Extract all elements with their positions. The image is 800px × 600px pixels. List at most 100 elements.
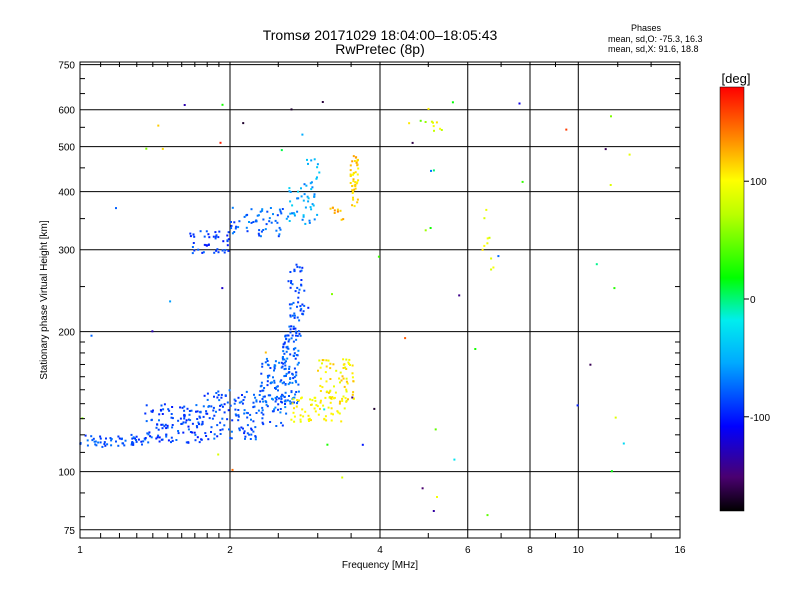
data-point <box>205 435 208 437</box>
data-point <box>237 409 240 411</box>
data-point <box>252 406 255 409</box>
data-point <box>165 433 168 436</box>
data-point <box>288 325 291 328</box>
data-point <box>288 303 291 306</box>
data-point <box>294 290 297 293</box>
data-point <box>350 174 352 177</box>
data-point <box>123 444 126 447</box>
data-point <box>184 421 187 424</box>
data-point <box>336 210 339 213</box>
data-point <box>304 410 307 413</box>
data-point <box>216 248 219 251</box>
data-point <box>194 439 197 442</box>
data-point <box>144 437 147 439</box>
data-point <box>302 199 305 202</box>
data-point <box>285 412 288 415</box>
data-point <box>207 233 210 236</box>
data-point <box>245 411 248 414</box>
data-point <box>130 443 133 446</box>
data-point <box>271 381 273 384</box>
data-point <box>293 212 296 215</box>
data-point <box>219 429 222 432</box>
data-point <box>349 182 352 184</box>
data-point <box>252 420 255 423</box>
data-point <box>161 413 164 415</box>
data-point <box>255 412 258 414</box>
data-point <box>313 193 316 196</box>
data-point <box>266 405 269 408</box>
data-point <box>189 232 192 235</box>
y-tick-label: 100 <box>58 468 75 479</box>
data-point <box>276 221 279 224</box>
data-point <box>261 365 264 368</box>
colorbar-ticks: 100 0 -100 <box>744 177 770 424</box>
data-point <box>233 402 236 405</box>
data-point <box>250 208 253 211</box>
data-point <box>289 328 292 331</box>
data-point <box>302 310 305 313</box>
data-point <box>306 158 308 161</box>
data-point <box>289 307 292 310</box>
data-point <box>286 357 289 360</box>
data-point <box>287 347 290 350</box>
data-point <box>298 266 301 269</box>
data-point <box>264 361 267 364</box>
data-point <box>203 235 206 238</box>
data-point <box>286 345 289 348</box>
data-point <box>194 433 197 436</box>
data-point <box>132 436 135 439</box>
data-point <box>297 197 300 200</box>
data-point <box>352 198 355 201</box>
data-point <box>316 166 319 169</box>
data-point <box>156 436 159 439</box>
data-point <box>334 391 337 394</box>
data-point <box>213 437 216 440</box>
data-point <box>86 444 89 447</box>
data-point <box>263 395 266 398</box>
data-point <box>340 379 343 382</box>
data-point <box>238 220 241 223</box>
data-point <box>259 400 262 403</box>
data-point <box>262 400 265 403</box>
data-point <box>325 380 328 383</box>
data-point <box>198 441 201 444</box>
data-point <box>230 430 233 433</box>
data-point <box>297 190 300 193</box>
data-point <box>234 227 237 230</box>
data-point <box>200 438 203 441</box>
data-point <box>299 334 302 337</box>
data-point <box>333 385 335 388</box>
data-point <box>332 363 335 366</box>
y-tick-label: 500 <box>58 143 75 154</box>
data-point <box>217 453 220 456</box>
data-point <box>231 468 234 471</box>
y-axis-label: Stationary phase Virtual Height [km] <box>39 220 50 380</box>
data-point <box>315 177 318 180</box>
data-point <box>295 374 298 377</box>
data-point <box>233 231 236 233</box>
data-point <box>357 158 359 161</box>
data-point <box>307 306 310 309</box>
data-point <box>196 436 199 439</box>
data-point <box>301 303 304 306</box>
data-point <box>163 425 166 428</box>
data-point <box>291 212 293 215</box>
data-point <box>183 104 186 106</box>
data-point <box>295 405 298 408</box>
data-point <box>250 433 253 436</box>
data-point <box>313 407 316 410</box>
data-point <box>283 358 286 361</box>
data-point <box>109 437 112 440</box>
data-point <box>301 312 304 315</box>
data-point <box>233 221 236 224</box>
data-point <box>90 334 93 337</box>
data-point <box>287 280 290 283</box>
data-point <box>292 327 295 330</box>
data-point <box>240 426 243 429</box>
data-point <box>435 121 438 124</box>
data-point <box>186 407 189 410</box>
data-point <box>191 431 194 434</box>
data-point <box>223 251 226 254</box>
data-point <box>219 141 222 144</box>
data-point <box>171 406 174 408</box>
